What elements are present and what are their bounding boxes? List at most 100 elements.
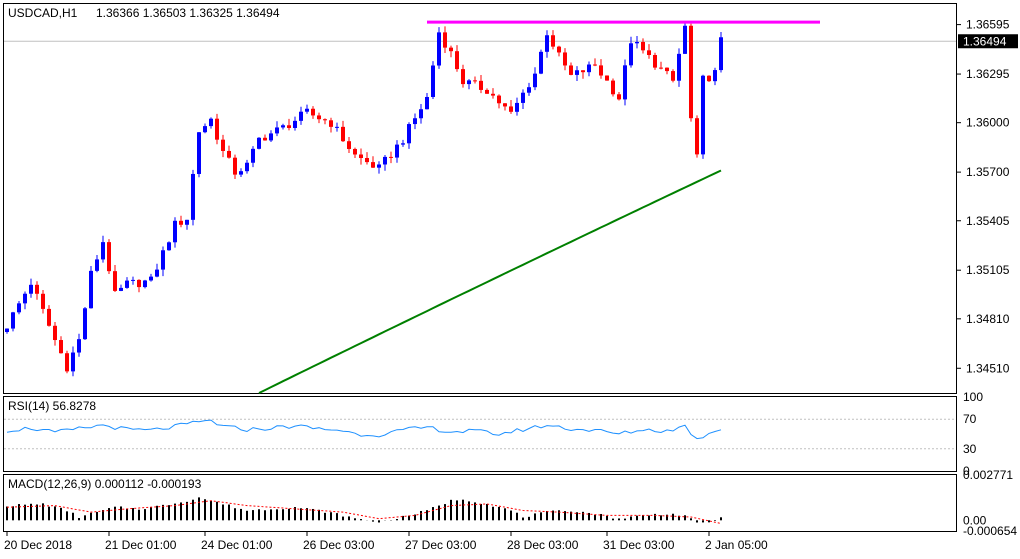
candle-body	[245, 162, 249, 172]
current-price-box	[958, 34, 1018, 49]
candle-body	[5, 328, 9, 333]
candle-body	[623, 65, 627, 100]
macd-layer	[6, 497, 722, 524]
candle-body	[515, 102, 519, 112]
rsi-tick-label: 70	[963, 412, 977, 426]
rsi-line	[6, 419, 722, 440]
candle-body	[95, 259, 99, 271]
price-tick-label: 1.35700	[966, 165, 1010, 179]
candle-body	[581, 70, 585, 73]
candle-body	[701, 75, 705, 155]
candle-body	[653, 55, 657, 68]
candle-body	[359, 154, 363, 159]
candle-body	[587, 64, 591, 73]
candle-body	[191, 173, 195, 220]
candle-body	[557, 46, 561, 53]
candle-body	[59, 340, 63, 354]
candle-body	[617, 94, 621, 100]
candle-body	[53, 325, 57, 341]
candle-body	[173, 220, 177, 243]
candle-body	[407, 124, 411, 144]
candle-body	[599, 65, 603, 76]
candle-body	[389, 156, 393, 158]
candle-body	[83, 308, 87, 340]
candle-body	[467, 80, 471, 85]
price-tick-label: 1.36595	[966, 18, 1010, 32]
candle-body	[419, 109, 423, 119]
candle-body	[101, 242, 105, 260]
candle-body	[431, 65, 435, 97]
macd-tick-label: 0.002771	[963, 468, 1013, 482]
candle-body	[647, 50, 651, 56]
candle-body	[329, 120, 333, 127]
candle-body	[263, 137, 267, 141]
rsi-header: RSI(14) 56.8278	[8, 399, 96, 413]
time-tick-label: 2 Jan 05:00	[705, 538, 768, 552]
main-panel-frame	[3, 3, 957, 394]
macd-panel-frame	[3, 474, 957, 532]
candle-body	[65, 353, 69, 372]
candle-body	[677, 53, 681, 81]
candle-body	[137, 279, 141, 288]
candle-body	[425, 96, 429, 110]
time-tick-label: 20 Dec 2018	[4, 538, 72, 552]
rsi-panel-frame	[3, 396, 957, 472]
candle-body	[719, 37, 723, 71]
chart-symbol-header: USDCAD,H1	[8, 6, 78, 20]
candle-body	[71, 352, 75, 372]
time-tick-label: 28 Dec 03:00	[507, 538, 579, 552]
candle-body	[461, 69, 465, 85]
candle-body	[281, 125, 285, 128]
candle-body	[239, 171, 243, 175]
candle-body	[503, 103, 507, 107]
candle-body	[221, 139, 225, 151]
candle-body	[35, 284, 39, 294]
candle-body	[119, 287, 123, 291]
candle-body	[275, 127, 279, 134]
price-tick-label: 1.34810	[966, 312, 1010, 326]
candle-body	[533, 73, 537, 88]
candle-body	[437, 32, 441, 66]
candle-body	[233, 157, 237, 175]
candle-body	[47, 308, 51, 326]
candle-body	[443, 32, 447, 48]
macd-tick-label: -0.000654	[963, 524, 1017, 538]
candle-body	[251, 148, 255, 163]
candle-body	[185, 219, 189, 225]
macd-tick-label: 0.00	[963, 513, 987, 527]
candle-body	[605, 75, 609, 81]
candle-body	[131, 279, 135, 281]
candle-body	[521, 92, 525, 103]
candle-body	[269, 133, 273, 141]
price-tick-label: 1.35405	[966, 214, 1010, 228]
candle-body	[629, 43, 633, 66]
axis-labels-layer: 1.36595 1.36295 1.36000 1.35700 1.35405 1.351…	[4, 18, 1018, 552]
time-tick-label: 26 Dec 03:00	[303, 538, 375, 552]
candle-body	[155, 269, 159, 277]
candle-body	[497, 95, 501, 104]
price-tick-label: 1.36295	[966, 67, 1010, 81]
candle-body	[473, 80, 477, 82]
candle-body	[11, 312, 15, 329]
time-tick-label: 24 Dec 01:00	[201, 538, 273, 552]
candle-body	[23, 293, 27, 304]
candle-body	[479, 80, 483, 90]
candle-body	[551, 35, 555, 47]
candle-body	[311, 108, 315, 116]
rsi-tick-label: 0	[963, 464, 970, 478]
candle-body	[293, 120, 297, 128]
candle-body	[161, 250, 165, 270]
candle-body	[593, 64, 597, 66]
candle-body	[215, 118, 219, 140]
candle-body	[569, 65, 573, 75]
main-price-layer	[4, 20, 956, 394]
candle-body	[179, 220, 183, 225]
candle-body	[545, 35, 549, 52]
candle-body	[383, 156, 387, 165]
candle-body	[575, 70, 579, 75]
candle-body	[107, 242, 111, 272]
candle-body	[485, 89, 489, 94]
candle-body	[353, 148, 357, 155]
